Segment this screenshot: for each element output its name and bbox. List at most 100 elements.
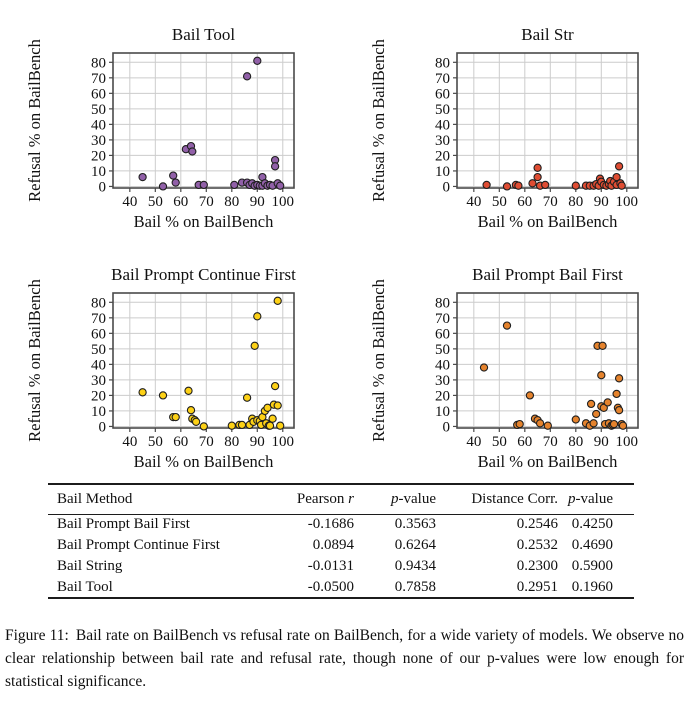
axis-frame	[456, 292, 639, 429]
data-point	[184, 386, 193, 395]
data-point	[171, 178, 180, 187]
table-row: Bail Tool -0.0500 0.7858 0.2951 0.1960	[48, 577, 634, 598]
y-tick-label: 0	[99, 179, 107, 195]
data-point	[138, 388, 147, 397]
column-header: p-value	[558, 484, 634, 515]
column-header: p-value	[354, 484, 436, 515]
x-tick-label: 70	[543, 434, 558, 450]
value-cell: 0.2546	[516, 516, 558, 533]
y-tick-label: 80	[435, 295, 450, 311]
data-point	[273, 401, 282, 410]
data-point	[199, 422, 208, 431]
y-tick-label: 0	[443, 419, 451, 435]
value-cell: 0.2300	[516, 558, 558, 574]
data-point	[612, 389, 621, 399]
value-cell: 0.5900	[571, 558, 613, 574]
column-header: Distance Corr.	[436, 484, 558, 515]
x-tick-label: 80	[224, 434, 239, 450]
data-point	[618, 421, 628, 430]
y-tick-label: 50	[435, 342, 450, 358]
data-point	[138, 172, 147, 182]
data-point	[533, 163, 542, 172]
data-point	[533, 172, 542, 182]
y-tick-label: 20	[91, 148, 106, 164]
y-tick-label: 50	[91, 342, 106, 358]
plot-title: Bail Prompt Continue First	[111, 265, 296, 284]
data-point	[586, 399, 596, 409]
x-tick-label: 40	[466, 194, 481, 210]
data-point	[502, 321, 512, 330]
data-point	[276, 181, 285, 190]
y-axis-label: Refusal % on BailBench	[25, 38, 44, 201]
x-tick-label: 40	[122, 434, 137, 450]
data-point	[603, 398, 612, 407]
value-cell: 0.9434	[394, 558, 436, 574]
y-tick-label: 40	[91, 117, 106, 133]
table-header-row: Bail Method Pearson r p-value Distance Corr…	[48, 484, 634, 515]
y-tick-label: 10	[435, 164, 450, 180]
data-point	[186, 406, 196, 415]
stats-table: Bail Method Pearson r p-value Distance Corr…	[48, 483, 634, 599]
axis-frame	[112, 52, 295, 189]
bail-method-cell: Bail Tool	[57, 578, 113, 595]
y-tick-label: 20	[435, 388, 450, 404]
y-tick-label: 0	[99, 419, 107, 435]
y-tick-label: 60	[91, 86, 106, 102]
x-axis-label: Bail % on BailBench	[478, 452, 619, 471]
y-tick-label: 50	[435, 102, 450, 118]
value-cell: 0.6264	[394, 537, 436, 553]
y-tick-label: 60	[435, 86, 450, 102]
y-tick-label: 30	[91, 373, 106, 389]
y-tick-label: 30	[435, 373, 450, 389]
data-point	[237, 420, 247, 430]
data-point	[227, 421, 236, 430]
y-tick-label: 10	[91, 404, 106, 420]
data-point	[191, 417, 201, 426]
y-tick-label: 70	[91, 311, 106, 327]
y-tick-label: 10	[91, 164, 106, 180]
plot-title: Bail Prompt Bail First	[472, 265, 623, 284]
data-point	[598, 341, 607, 350]
x-tick-label: 80	[568, 434, 583, 450]
x-tick-label: 60	[173, 194, 188, 210]
data-point	[253, 56, 262, 65]
data-point	[592, 409, 601, 419]
value-cell: 0.4690	[571, 537, 613, 553]
bail-method-cell: Bail Prompt Bail First	[57, 516, 190, 533]
data-point	[158, 391, 168, 400]
data-point	[514, 181, 523, 190]
value-cell: -0.0500	[307, 578, 354, 595]
x-tick-label: 50	[492, 434, 507, 450]
data-point	[617, 181, 626, 190]
y-tick-label: 40	[435, 357, 450, 373]
data-point	[541, 180, 550, 190]
data-point	[614, 406, 624, 415]
data-point	[230, 180, 239, 190]
x-tick-label: 80	[224, 194, 239, 210]
data-point	[599, 403, 608, 412]
y-tick-label: 80	[435, 55, 450, 71]
data-point	[158, 182, 168, 191]
y-axis-label: Refusal % on BailBench	[25, 278, 44, 441]
y-tick-label: 70	[435, 71, 450, 87]
data-point	[199, 180, 208, 190]
y-tick-label: 60	[91, 326, 106, 342]
y-tick-label: 50	[91, 102, 106, 118]
x-tick-label: 90	[250, 194, 265, 210]
x-tick-label: 100	[272, 194, 295, 210]
x-tick-label: 40	[466, 434, 481, 450]
figure-caption-text: Bail rate on BailBench vs refusal rate o…	[5, 627, 685, 690]
x-tick-label: 70	[199, 194, 214, 210]
y-tick-label: 70	[435, 311, 450, 327]
data-point	[515, 419, 524, 429]
data-point	[612, 172, 621, 182]
x-tick-label: 80	[568, 194, 583, 210]
x-tick-label: 50	[492, 194, 507, 210]
x-tick-label: 100	[616, 434, 639, 450]
table-row: Bail String -0.0131 0.9434 0.2300 0.5900	[48, 556, 634, 577]
y-tick-label: 10	[435, 404, 450, 420]
correlation-table: Bail Method Pearson r p-value Distance Corr…	[48, 483, 634, 599]
value-cell: -0.0131	[307, 558, 354, 574]
